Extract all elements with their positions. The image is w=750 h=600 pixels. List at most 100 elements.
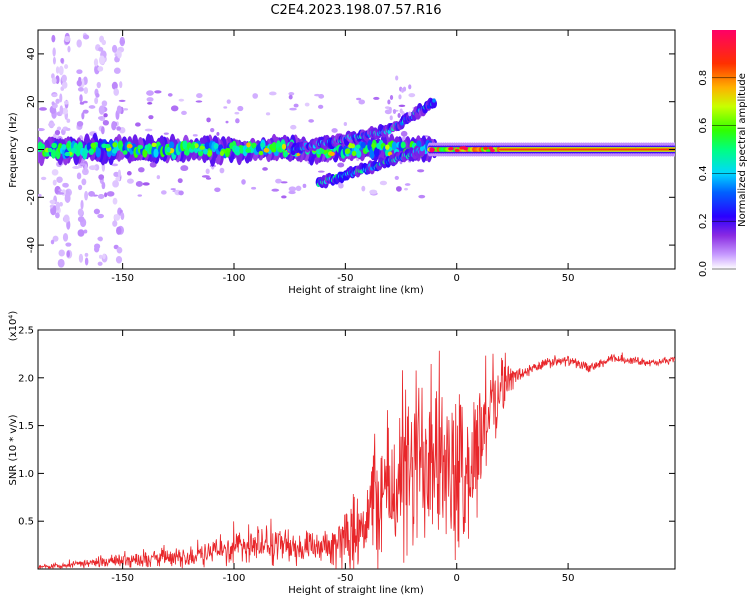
spectrogram-noise-cell xyxy=(97,236,103,241)
spectrogram-noise-cell xyxy=(356,97,362,101)
spectrogram-noise-cell xyxy=(101,39,107,46)
spectrogram-noise-cell xyxy=(78,253,84,263)
spectrogram-noise-cell xyxy=(116,126,122,131)
spectrogram-noise-cell xyxy=(178,98,185,102)
spectrogram-noise-cell xyxy=(55,201,60,211)
spectrogram-band-cell xyxy=(142,148,148,158)
spectrogram-noise-cell xyxy=(52,179,57,186)
spectrogram-noise-cell xyxy=(408,93,416,98)
spectrogram-noise-cell xyxy=(389,94,394,100)
spectrogram-noise-cell xyxy=(57,192,65,195)
snr-y-tick-label: 1.0 xyxy=(18,469,34,480)
spectrogram-peak-cell xyxy=(219,150,225,157)
spectrogram-noise-cell xyxy=(116,50,122,59)
spectrogram-noise-cell xyxy=(293,103,299,108)
spectrogram-noise-cell xyxy=(288,186,297,192)
spectrogram-noise-cell xyxy=(55,98,60,104)
spectrogram-peak-cell xyxy=(385,144,390,150)
spectrogram-noise-cell xyxy=(135,181,143,187)
spectrogram-noise-cell xyxy=(387,99,391,105)
spectrogram-noise-cell xyxy=(226,99,231,104)
spectrogram-noise-cell xyxy=(98,174,105,180)
snr-x-tick-label: -150 xyxy=(111,573,134,584)
spectrogram-peak-cell xyxy=(347,142,353,149)
spectrogram-noise-cell xyxy=(98,105,105,115)
spectrogram-noise-cell xyxy=(373,96,380,100)
spectrogram-noise-cell xyxy=(235,118,240,124)
spectrogram-peak-cell xyxy=(112,142,118,148)
spectrogram-noise-cell xyxy=(289,107,297,111)
spectrogram-noise-cell xyxy=(101,126,105,135)
spectrogram-noise-cell xyxy=(95,93,100,98)
spectrogram-noise-cell xyxy=(84,257,89,266)
spectrogram-band-cell xyxy=(356,150,362,158)
spectrogram-noise-cell xyxy=(52,235,59,242)
snr-x-tick-label: 50 xyxy=(562,573,575,584)
spectrogram-branch-cell xyxy=(419,146,424,152)
spectrogram-band-cell xyxy=(169,141,175,149)
spectrogram-noise-cell xyxy=(225,120,229,124)
spectrogram-x-label: Height of straight line (km) xyxy=(288,285,424,296)
spectrogram-noise-cell xyxy=(83,229,88,234)
spectrogram-noise-cell xyxy=(64,193,71,203)
colorbar-tick-label: 0.4 xyxy=(698,165,709,181)
spectrogram-noise-cell xyxy=(137,194,143,197)
spectrogram-peak-cell xyxy=(51,142,58,149)
spectrogram-peak-cell xyxy=(283,151,289,158)
spectrogram-noise-cell xyxy=(338,182,344,189)
spectrogram-noise-cell xyxy=(119,81,123,89)
spectrogram-noise-cell xyxy=(101,100,108,107)
spectrogram-peak-cell xyxy=(448,147,454,151)
spectrogram-peak-cell xyxy=(64,151,71,157)
spectrogram-band-cell xyxy=(39,143,46,150)
chart-title: C2E4.2023.198.07.57.R16 xyxy=(270,3,441,18)
snr-y-tick-label: 1.5 xyxy=(18,421,34,432)
spectrogram-noise-cell xyxy=(398,94,402,100)
spectrogram-noise-cell xyxy=(163,132,169,135)
spectrogram-noise-cell xyxy=(304,102,310,107)
spectrogram-noise-cell xyxy=(112,180,119,188)
spectrogram-noise-cell xyxy=(206,117,211,123)
spectrogram-noise-cell xyxy=(98,47,104,52)
spectrogram-noise-cell xyxy=(103,113,108,118)
snr-panel: -150 -100 -50 0 50 0.5 1.0 1.5 2.0 2.5 Height of… xyxy=(8,311,676,596)
spectrogram-noise-cell xyxy=(56,126,62,131)
spectrogram-y-tick-label: 20 xyxy=(26,95,37,108)
spectrogram-noise-cell xyxy=(81,78,85,88)
spectrogram-noise-cell xyxy=(38,128,45,132)
spectrogram-noise-cell xyxy=(52,56,56,65)
spectrogram-x-tick-label: -50 xyxy=(337,273,353,284)
spectrogram-noise-cell xyxy=(94,97,99,105)
spectrogram-y-tick-label: 40 xyxy=(26,48,37,61)
spectrogram-noise-cell xyxy=(404,183,411,186)
spectrogram-noise-cell xyxy=(52,93,58,98)
spectrogram-noise-cell xyxy=(408,111,412,117)
spectrogram-noise-cell xyxy=(148,115,154,120)
spectrogram-peak-cell xyxy=(461,146,467,150)
spectrogram-noise-cell xyxy=(275,178,282,184)
spectrogram-noise-cell xyxy=(126,178,134,184)
spectrogram-noise-cell xyxy=(116,246,123,254)
spectrogram-noise-cell xyxy=(84,190,89,201)
spectrogram-noise-cell xyxy=(67,45,71,53)
spectrogram-noise-cell xyxy=(358,99,365,105)
spectrogram-noise-cell xyxy=(76,79,82,87)
spectrogram-peak-cell xyxy=(71,147,77,153)
spectrogram-noise-cell xyxy=(397,113,401,119)
spectrogram-noise-cell xyxy=(52,47,56,57)
spectrogram-noise-cell xyxy=(49,199,56,204)
spectrogram-peak-cell xyxy=(371,143,376,148)
spectrogram-noise-cell xyxy=(241,179,246,185)
spectrogram-noise-cell xyxy=(156,175,161,180)
spectrogram-noise-cell xyxy=(64,64,69,70)
spectrogram-peak-cell xyxy=(137,144,144,150)
spectrogram-noise-cell xyxy=(77,184,83,191)
spectrogram-noise-cell xyxy=(51,169,59,176)
spectrogram-noise-cell xyxy=(56,176,63,183)
spectrogram-peak-cell xyxy=(90,142,97,148)
spectrogram-noise-cell xyxy=(167,93,173,97)
spectrogram-band-cell xyxy=(204,142,210,150)
spectrogram-noise-cell xyxy=(111,81,118,90)
spectrogram-noise-cell xyxy=(57,258,65,268)
spectrogram-noise-cell xyxy=(55,212,60,219)
